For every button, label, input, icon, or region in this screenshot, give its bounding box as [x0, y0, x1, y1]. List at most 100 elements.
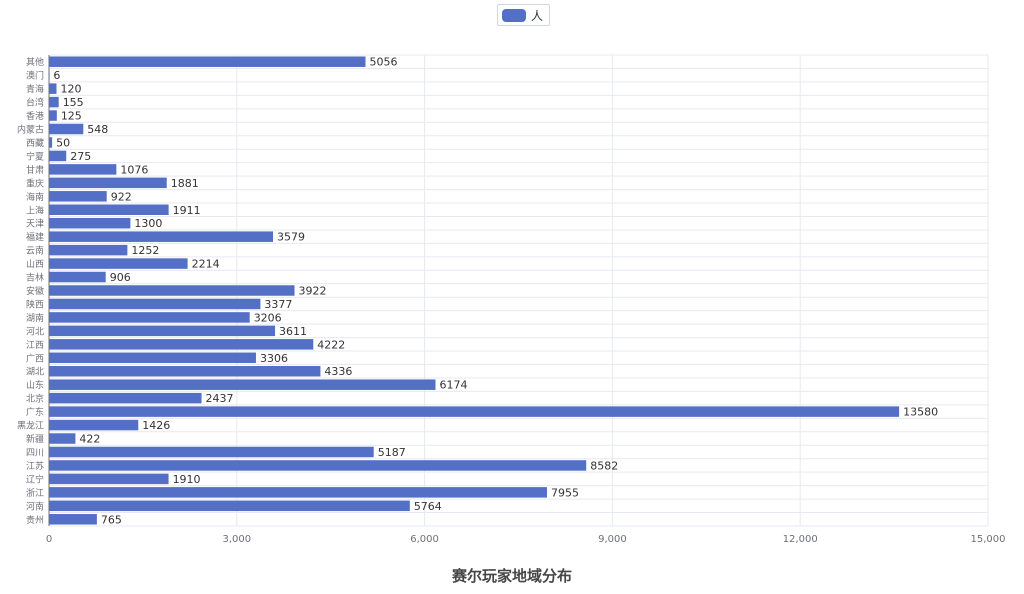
y-category-label: 海南	[26, 191, 44, 203]
bar-value-label: 1910	[173, 473, 201, 486]
bar	[49, 365, 321, 377]
bar-value-label: 1076	[120, 163, 148, 176]
bar-value-label: 3922	[299, 285, 327, 298]
y-category-label: 新疆	[26, 433, 44, 445]
bar	[49, 487, 547, 498]
bar-value-label: 3579	[277, 231, 305, 244]
bar-value-label: 1300	[134, 217, 162, 230]
bar-value-label: 155	[63, 96, 84, 109]
bar-value-label: 120	[61, 83, 82, 96]
bar-value-label: 2214	[192, 258, 220, 271]
bar-value-label: 13580	[903, 406, 938, 419]
y-category-label: 澳门	[26, 70, 44, 82]
bar-value-label: 4336	[324, 365, 352, 378]
y-category-label: 天津	[26, 219, 44, 230]
bar	[49, 312, 250, 323]
legend[interactable]: 人	[497, 4, 551, 26]
bar	[49, 419, 139, 431]
y-category-label: 安徽	[26, 285, 44, 297]
x-tick-label: 15,000	[971, 534, 1006, 545]
bar	[49, 110, 57, 121]
bar	[49, 231, 274, 242]
bar	[49, 392, 202, 404]
x-tick-label: 6,000	[410, 534, 439, 545]
y-category-label: 上海	[26, 204, 44, 216]
bar-value-label: 1911	[173, 204, 201, 217]
y-category-label: 甘肃	[26, 164, 44, 176]
y-category-label: 山东	[26, 379, 44, 391]
bar	[49, 446, 374, 458]
y-category-label: 辽宁	[26, 473, 44, 485]
bar-value-label: 5187	[378, 446, 406, 459]
bar-value-label: 275	[70, 150, 91, 163]
bar-value-label: 1426	[142, 419, 170, 432]
y-category-label: 湖北	[26, 367, 44, 378]
bar-value-label: 8582	[590, 459, 618, 472]
bar	[49, 473, 169, 485]
x-tick-label: 9,000	[598, 534, 627, 545]
y-category-label: 浙江	[26, 487, 44, 499]
y-category-label: 湖南	[26, 312, 44, 324]
y-category-label: 其他	[26, 56, 44, 68]
y-category-label: 吉林	[26, 272, 44, 284]
y-category-label: 台湾	[26, 97, 44, 109]
y-category-label: 内蒙古	[17, 124, 44, 136]
bar-value-label: 7955	[551, 486, 579, 499]
legend-swatch	[502, 8, 526, 22]
bar	[49, 96, 59, 108]
y-category-label: 福建	[26, 231, 44, 243]
bar-value-label: 922	[111, 190, 132, 203]
bar	[49, 177, 167, 189]
y-category-label: 江苏	[26, 460, 44, 472]
y-category-label: 山西	[26, 259, 44, 270]
x-tick-label: 12,000	[783, 534, 818, 545]
bar	[49, 137, 53, 148]
bar-value-label: 1881	[171, 177, 199, 190]
bar-value-label: 4222	[317, 338, 345, 351]
bar	[49, 325, 276, 337]
y-category-label: 广西	[26, 352, 44, 364]
y-category-label: 河北	[26, 325, 44, 337]
bar-value-label: 5056	[370, 56, 398, 69]
y-category-label: 宁夏	[26, 150, 44, 162]
bar	[49, 352, 256, 364]
x-tick-label: 0	[46, 534, 52, 545]
y-category-label: 重庆	[26, 177, 44, 189]
bar	[49, 258, 188, 269]
chart-title: 赛尔玩家地域分布	[451, 567, 572, 585]
bar	[49, 406, 900, 417]
y-category-label: 黑龙江	[17, 420, 44, 432]
y-category-label: 陕西	[26, 298, 44, 310]
bar-value-label: 50	[56, 136, 70, 149]
bar	[49, 433, 76, 444]
bar-value-label: 1252	[131, 244, 159, 257]
y-category-label: 四川	[26, 448, 44, 458]
bar-value-label: 422	[79, 433, 100, 446]
bar-value-label: 3377	[264, 298, 292, 311]
legend-label: 人	[531, 8, 544, 23]
bar	[49, 150, 67, 162]
y-category-label: 青海	[26, 83, 44, 95]
bar	[49, 460, 587, 471]
bar	[49, 123, 84, 135]
bar	[49, 217, 131, 229]
bar	[49, 514, 97, 525]
bar	[49, 164, 117, 175]
bar	[49, 244, 128, 256]
bar	[49, 191, 107, 202]
bar	[49, 285, 295, 296]
bar-value-label: 125	[61, 110, 82, 123]
bar	[49, 500, 410, 512]
y-category-label: 西藏	[26, 137, 44, 149]
bar	[49, 56, 366, 67]
bar-value-label: 765	[101, 513, 122, 526]
y-category-label: 云南	[26, 245, 44, 257]
bar-value-label: 6	[53, 69, 60, 82]
bar	[49, 298, 261, 310]
bar-value-label: 6174	[439, 379, 467, 392]
bar	[49, 204, 169, 216]
y-category-label: 江西	[26, 340, 44, 351]
bar-value-label: 548	[87, 123, 108, 136]
bar-value-label: 3206	[254, 311, 282, 324]
